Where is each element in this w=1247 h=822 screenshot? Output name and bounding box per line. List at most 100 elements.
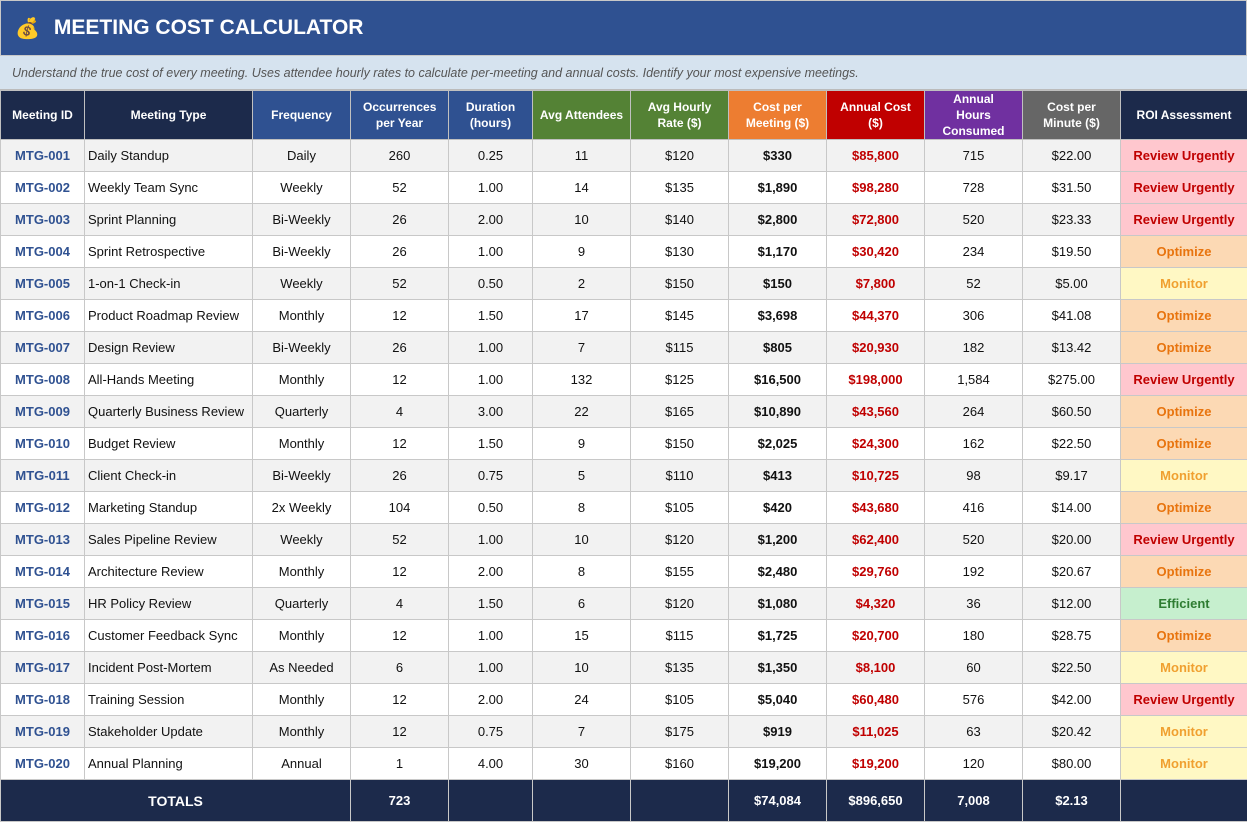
meeting-type-cell[interactable]: Product Roadmap Review <box>85 300 253 332</box>
frequency-cell[interactable]: 2x Weekly <box>253 492 351 524</box>
annual-cost-cell[interactable]: $43,560 <box>827 396 925 428</box>
column-header[interactable]: ROI Assessment <box>1121 91 1247 140</box>
meeting-type-cell[interactable]: Weekly Team Sync <box>85 172 253 204</box>
attendees-cell[interactable]: 9 <box>533 236 631 268</box>
hourly-rate-cell[interactable]: $145 <box>631 300 729 332</box>
column-header[interactable]: Avg Attendees <box>533 91 631 140</box>
attendees-cell[interactable]: 10 <box>533 652 631 684</box>
attendees-cell[interactable]: 22 <box>533 396 631 428</box>
meeting-type-cell[interactable]: Marketing Standup <box>85 492 253 524</box>
occurrences-cell[interactable]: 1 <box>351 748 449 780</box>
cost-per-meeting-cell[interactable]: $10,890 <box>729 396 827 428</box>
annual-hours-cell[interactable]: 715 <box>925 140 1023 172</box>
hourly-rate-cell[interactable]: $150 <box>631 428 729 460</box>
attendees-cell[interactable]: 10 <box>533 524 631 556</box>
column-header[interactable]: Annual Cost ($) <box>827 91 925 140</box>
duration-cell[interactable]: 2.00 <box>449 684 533 716</box>
attendees-cell[interactable]: 8 <box>533 556 631 588</box>
roi-assessment-cell[interactable]: Monitor <box>1121 652 1247 684</box>
meeting-type-cell[interactable]: Stakeholder Update <box>85 716 253 748</box>
cost-per-minute-cell[interactable]: $31.50 <box>1023 172 1121 204</box>
attendees-cell[interactable]: 30 <box>533 748 631 780</box>
annual-hours-cell[interactable]: 192 <box>925 556 1023 588</box>
occurrences-cell[interactable]: 12 <box>351 556 449 588</box>
meeting-id-cell[interactable]: MTG-004 <box>1 236 85 268</box>
meeting-id-cell[interactable]: MTG-011 <box>1 460 85 492</box>
cost-per-meeting-cell[interactable]: $805 <box>729 332 827 364</box>
duration-cell[interactable]: 1.00 <box>449 332 533 364</box>
meeting-type-cell[interactable]: HR Policy Review <box>85 588 253 620</box>
cost-per-minute-cell[interactable]: $80.00 <box>1023 748 1121 780</box>
frequency-cell[interactable]: Monthly <box>253 684 351 716</box>
meeting-id-cell[interactable]: MTG-008 <box>1 364 85 396</box>
annual-cost-cell[interactable]: $60,480 <box>827 684 925 716</box>
occurrences-cell[interactable]: 26 <box>351 236 449 268</box>
occurrences-cell[interactable]: 52 <box>351 524 449 556</box>
hourly-rate-cell[interactable]: $120 <box>631 588 729 620</box>
annual-hours-cell[interactable]: 182 <box>925 332 1023 364</box>
occurrences-cell[interactable]: 52 <box>351 172 449 204</box>
meeting-type-cell[interactable]: Training Session <box>85 684 253 716</box>
annual-cost-cell[interactable]: $62,400 <box>827 524 925 556</box>
hourly-rate-cell[interactable]: $130 <box>631 236 729 268</box>
attendees-cell[interactable]: 5 <box>533 460 631 492</box>
cost-per-minute-cell[interactable]: $22.50 <box>1023 428 1121 460</box>
cost-per-meeting-cell[interactable]: $1,170 <box>729 236 827 268</box>
roi-assessment-cell[interactable]: Monitor <box>1121 748 1247 780</box>
meeting-type-cell[interactable]: Customer Feedback Sync <box>85 620 253 652</box>
hourly-rate-cell[interactable]: $115 <box>631 620 729 652</box>
annual-hours-cell[interactable]: 728 <box>925 172 1023 204</box>
roi-assessment-cell[interactable]: Review Urgently <box>1121 364 1247 396</box>
annual-cost-cell[interactable]: $7,800 <box>827 268 925 300</box>
cost-per-meeting-cell[interactable]: $413 <box>729 460 827 492</box>
duration-cell[interactable]: 3.00 <box>449 396 533 428</box>
attendees-cell[interactable]: 14 <box>533 172 631 204</box>
cost-per-minute-cell[interactable]: $28.75 <box>1023 620 1121 652</box>
annual-cost-cell[interactable]: $10,725 <box>827 460 925 492</box>
duration-cell[interactable]: 1.00 <box>449 172 533 204</box>
roi-assessment-cell[interactable]: Optimize <box>1121 620 1247 652</box>
cost-per-meeting-cell[interactable]: $1,890 <box>729 172 827 204</box>
attendees-cell[interactable]: 9 <box>533 428 631 460</box>
annual-hours-cell[interactable]: 60 <box>925 652 1023 684</box>
attendees-cell[interactable]: 11 <box>533 140 631 172</box>
attendees-cell[interactable]: 17 <box>533 300 631 332</box>
annual-cost-cell[interactable]: $72,800 <box>827 204 925 236</box>
cost-per-meeting-cell[interactable]: $16,500 <box>729 364 827 396</box>
annual-cost-cell[interactable]: $20,700 <box>827 620 925 652</box>
cost-per-meeting-cell[interactable]: $5,040 <box>729 684 827 716</box>
cost-per-meeting-cell[interactable]: $330 <box>729 140 827 172</box>
annual-cost-cell[interactable]: $30,420 <box>827 236 925 268</box>
meeting-id-cell[interactable]: MTG-003 <box>1 204 85 236</box>
cost-per-minute-cell[interactable]: $60.50 <box>1023 396 1121 428</box>
hourly-rate-cell[interactable]: $105 <box>631 492 729 524</box>
occurrences-cell[interactable]: 26 <box>351 332 449 364</box>
annual-hours-cell[interactable]: 416 <box>925 492 1023 524</box>
cost-per-minute-cell[interactable]: $23.33 <box>1023 204 1121 236</box>
annual-hours-cell[interactable]: 36 <box>925 588 1023 620</box>
meeting-id-cell[interactable]: MTG-002 <box>1 172 85 204</box>
column-header[interactable]: Meeting ID <box>1 91 85 140</box>
cost-per-minute-cell[interactable]: $275.00 <box>1023 364 1121 396</box>
cost-per-minute-cell[interactable]: $20.00 <box>1023 524 1121 556</box>
column-header[interactable]: Occurrences per Year <box>351 91 449 140</box>
roi-assessment-cell[interactable]: Efficient <box>1121 588 1247 620</box>
hourly-rate-cell[interactable]: $120 <box>631 140 729 172</box>
attendees-cell[interactable]: 15 <box>533 620 631 652</box>
cost-per-meeting-cell[interactable]: $150 <box>729 268 827 300</box>
attendees-cell[interactable]: 6 <box>533 588 631 620</box>
duration-cell[interactable]: 1.00 <box>449 620 533 652</box>
hourly-rate-cell[interactable]: $135 <box>631 172 729 204</box>
cost-per-minute-cell[interactable]: $13.42 <box>1023 332 1121 364</box>
annual-hours-cell[interactable]: 1,584 <box>925 364 1023 396</box>
duration-cell[interactable]: 1.50 <box>449 300 533 332</box>
